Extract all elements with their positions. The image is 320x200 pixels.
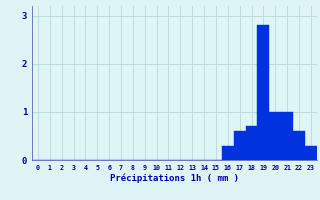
Bar <box>269 112 281 160</box>
Bar <box>222 146 234 160</box>
Bar <box>258 25 269 160</box>
X-axis label: Précipitations 1h ( mm ): Précipitations 1h ( mm ) <box>110 174 239 183</box>
Bar <box>305 146 317 160</box>
Bar <box>234 131 246 160</box>
Bar <box>246 126 258 160</box>
Bar <box>293 131 305 160</box>
Bar <box>281 112 293 160</box>
